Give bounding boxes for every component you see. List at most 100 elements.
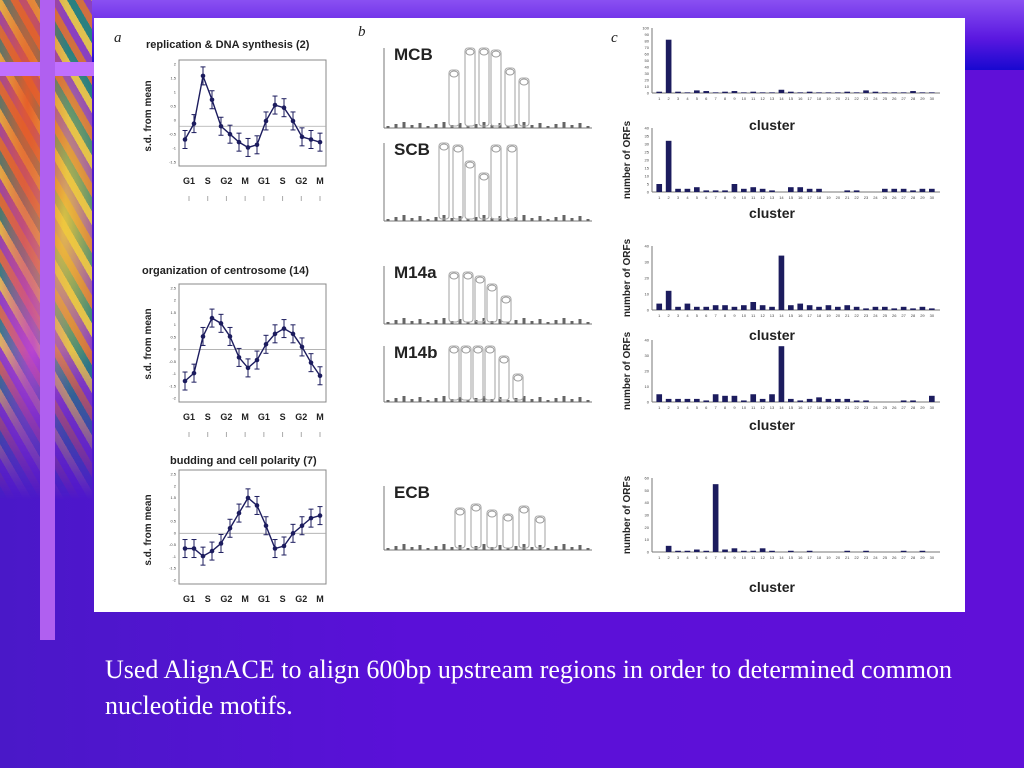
phase-label: G2 <box>295 176 307 186</box>
y-tick-label: 100 <box>642 26 649 31</box>
y-tick-label: 40 <box>645 244 650 249</box>
x-tick-label: 10 <box>742 195 747 200</box>
conserved-letter <box>438 142 450 220</box>
x-tick-label: 20 <box>836 96 841 101</box>
bar <box>806 91 813 93</box>
bar <box>835 92 841 93</box>
residue-mark <box>554 217 558 221</box>
x-tick-label: 25 <box>883 405 888 410</box>
residue-mark <box>586 548 590 550</box>
x-tick-label: 22 <box>854 96 859 101</box>
bar <box>816 397 822 402</box>
data-point <box>263 118 269 124</box>
decorative-vertical-strip <box>40 0 55 640</box>
y-tick-label: 30 <box>645 260 650 265</box>
x-tick-label: 3 <box>677 405 680 410</box>
residue-mark <box>458 123 462 128</box>
residue-mark <box>482 215 486 221</box>
conserved-letter <box>504 67 516 127</box>
y-tick-label: 1 <box>174 90 177 95</box>
x-tick-label: 23 <box>864 195 869 200</box>
x-tick-label: 23 <box>864 555 869 560</box>
x-tick-label: 26 <box>892 195 897 200</box>
x-axis-label: cluster <box>749 327 795 343</box>
conserved-letter-cap <box>461 346 471 354</box>
y-axis-label: s.d. from mean <box>143 494 154 565</box>
x-tick-label: 2 <box>668 405 671 410</box>
x-tick-label: 30 <box>930 405 935 410</box>
x-tick-label: 5 <box>696 555 699 560</box>
conserved-letter-cap <box>507 145 517 153</box>
x-tick-label: 15 <box>789 96 794 101</box>
x-tick-label: 21 <box>845 313 850 318</box>
x-tick-label: 4 <box>686 96 689 101</box>
x-tick-label: 19 <box>826 555 831 560</box>
bar <box>825 305 832 310</box>
x-tick-label: 5 <box>696 195 699 200</box>
residue-mark <box>546 126 550 128</box>
x-tick-label: 9 <box>733 313 736 318</box>
conserved-letter-cap <box>513 374 523 382</box>
x-tick-label: 5 <box>696 96 699 101</box>
residue-mark <box>522 215 526 221</box>
residue-mark <box>546 322 550 324</box>
bar <box>675 306 681 310</box>
x-tick-label: 28 <box>911 555 916 560</box>
y-tick-label: 10 <box>645 174 650 179</box>
bar <box>863 550 869 552</box>
bar <box>853 306 860 310</box>
bar <box>684 92 691 93</box>
bar <box>844 398 851 402</box>
x-tick-label: 29 <box>920 555 925 560</box>
y-tick-label: 2 <box>174 483 177 488</box>
bar <box>665 545 672 552</box>
x-tick-label: 8 <box>724 96 727 101</box>
conserved-letter <box>464 47 476 127</box>
residue-mark <box>386 548 390 550</box>
data-point <box>290 531 296 536</box>
data-point <box>236 139 242 145</box>
conserved-letter-cap <box>453 145 463 153</box>
bar <box>722 190 728 192</box>
motif-label: ECB <box>394 483 430 502</box>
x-tick-label: 8 <box>724 195 727 200</box>
bar <box>656 184 663 192</box>
conserved-letter <box>454 507 466 549</box>
residue-mark <box>442 544 446 550</box>
residue-mark <box>394 546 398 550</box>
bar <box>797 92 804 93</box>
x-tick-label: 30 <box>930 96 935 101</box>
bar <box>750 550 757 552</box>
y-tick-label: -1 <box>172 146 176 151</box>
conserved-letter <box>478 47 490 127</box>
x-tick-label: 11 <box>751 555 756 560</box>
residue-mark <box>434 546 438 550</box>
x-tick-label: 3 <box>677 96 680 101</box>
data-point <box>191 370 197 376</box>
bar <box>684 550 691 552</box>
x-tick-label: 21 <box>845 555 850 560</box>
x-tick-label: 15 <box>789 555 794 560</box>
bar <box>769 394 775 402</box>
residue-mark <box>394 398 398 402</box>
residue-mark <box>442 396 446 402</box>
y-tick-label: 0 <box>647 308 650 313</box>
data-point <box>200 553 206 559</box>
residue-mark <box>490 125 494 128</box>
x-tick-label: 15 <box>789 405 794 410</box>
x-tick-label: 14 <box>779 195 784 200</box>
bar <box>712 190 719 192</box>
conserved-letter-cap <box>475 276 485 284</box>
bar <box>741 92 747 93</box>
x-tick-label: 14 <box>779 313 784 318</box>
data-point <box>209 548 215 554</box>
residue-mark <box>386 219 390 221</box>
conserved-letter-cap <box>479 173 489 181</box>
residue-mark <box>562 122 566 128</box>
phase-label: G2 <box>220 594 232 604</box>
bar <box>712 484 719 552</box>
bar <box>910 400 916 402</box>
profile-replication-chart: replication & DNA synthesis (2) s.d. from… <box>143 39 327 201</box>
conserved-letter-cap <box>499 356 509 364</box>
residue-mark <box>466 126 470 128</box>
